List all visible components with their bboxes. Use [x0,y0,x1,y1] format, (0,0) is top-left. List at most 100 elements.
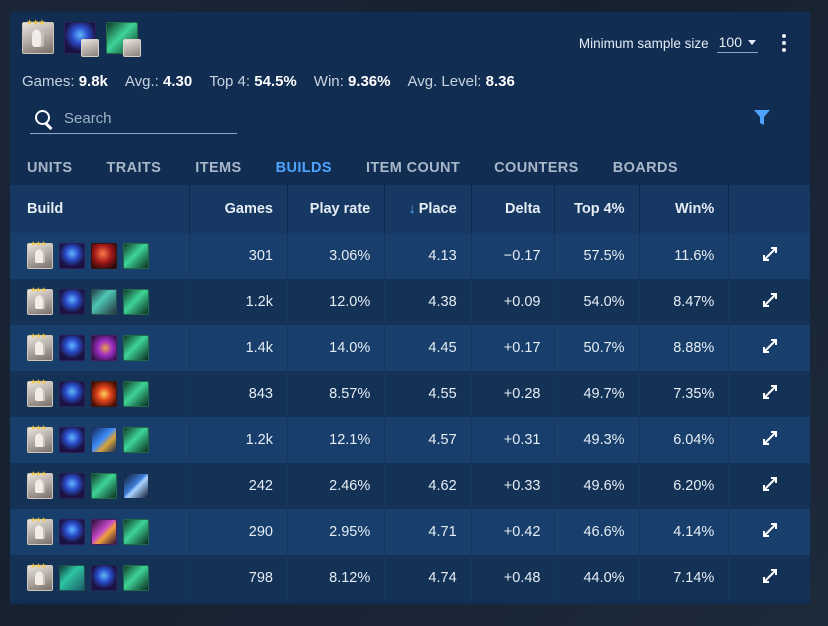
table-row[interactable]: ★★★ 301 3.06% 4.13 −0.17 57.5% 11.6% [10,233,810,279]
caret-down-icon [748,39,756,45]
stat-label: Avg. Level: [407,73,482,90]
cell-games: 1.2k [189,279,288,325]
cell-top4: 57.5% [554,233,640,279]
unit-portrait-icon[interactable]: ★★★ [27,287,53,315]
unit-portrait-icon[interactable]: ★★★ [27,425,53,453]
cell-win: 4.14% [639,509,730,555]
wand-item-icon[interactable] [91,519,117,545]
cell-delta: +0.31 [471,417,556,463]
fire-item-icon[interactable] [91,381,117,407]
search-box [30,104,237,134]
stat-label: Win: [313,73,344,90]
build-cell: ★★★ [10,325,191,371]
unit-portrait-icon[interactable]: ★★★ [27,379,53,407]
unit-portrait-icon[interactable]: ★★★ [27,563,53,591]
expand-cell [728,233,810,279]
col-place-label: Place [418,201,457,217]
orb-item-icon[interactable] [59,519,85,545]
expand-icon[interactable] [762,246,778,262]
tab-boards[interactable]: BOARDS [612,160,678,176]
search-icon [34,109,54,129]
green-item-icon[interactable] [123,243,149,269]
tab-traits[interactable]: TRAITS [106,160,162,176]
green-item-icon[interactable] [106,22,141,57]
green-item-icon[interactable] [123,565,149,591]
teal-item-icon[interactable] [91,289,117,315]
green-item-icon[interactable] [123,519,149,545]
expand-icon[interactable] [762,338,778,354]
tab-bar: UNITS TRAITS ITEMS BUILDS ITEM COUNT COUNTERS… [10,150,695,188]
green-item-icon[interactable] [123,335,149,361]
orb-item-icon[interactable] [64,22,99,57]
cell-win: 11.6% [639,233,730,279]
expand-cell [728,509,810,555]
cell-place: 4.45 [384,325,472,371]
unit-portrait-icon[interactable]: ★★★ [22,19,54,54]
green-item-icon[interactable] [123,381,149,407]
orb-item-icon[interactable] [59,335,85,361]
three-star-icon: ★★★ [30,517,47,524]
table-row[interactable]: ★★★ 242 2.46% 4.62 +0.33 49.6% 6.20% [10,463,810,509]
orb-item-icon[interactable] [59,427,85,453]
tab-item-count[interactable]: ITEM COUNT [365,160,461,176]
cell-top4: 49.7% [554,371,640,417]
header-icons: ★★★ [22,19,141,57]
expand-icon[interactable] [762,568,778,584]
cell-play-rate: 12.1% [287,417,386,463]
unit-portrait-icon[interactable]: ★★★ [27,333,53,361]
orb-item-icon[interactable] [59,243,85,269]
expand-icon[interactable] [762,292,778,308]
orb-item-icon[interactable] [59,289,85,315]
col-place[interactable]: ↓ Place [384,185,472,233]
wave-item-icon[interactable] [123,473,149,499]
purple-item-icon[interactable] [91,335,117,361]
tab-builds[interactable]: BUILDS [258,150,349,188]
col-build[interactable]: Build [10,185,191,233]
table-row[interactable]: ★★★ 798 8.12% 4.74 +0.48 44.0% 7.14% [10,555,810,601]
expand-cell [728,463,810,509]
expand-icon[interactable] [762,430,778,446]
orb-item-icon[interactable] [91,565,117,591]
table-row[interactable]: ★★★ 1.4k 14.0% 4.45 +0.17 50.7% 8.88% [10,325,810,371]
table-row[interactable]: ★★★ 290 2.95% 4.71 +0.42 46.6% 4.14% [10,509,810,555]
table-row[interactable]: ★★★ 1.2k 12.1% 4.57 +0.31 49.3% 6.04% [10,417,810,463]
search-input[interactable] [62,109,226,128]
expand-icon[interactable] [762,476,778,492]
col-games[interactable]: Games [189,185,288,233]
three-star-icon: ★★★ [30,563,47,570]
cell-place: 4.38 [384,279,472,325]
three-star-icon: ★★★ [30,333,47,340]
tab-items[interactable]: ITEMS [195,160,242,176]
build-cell: ★★★ [10,417,191,463]
green-item-icon[interactable] [123,289,149,315]
stat-label: Games: [22,73,75,90]
tab-counters[interactable]: COUNTERS [494,160,579,176]
red-item-icon[interactable] [91,243,117,269]
table-row[interactable]: ★★★ 1.2k 12.0% 4.38 +0.09 54.0% 8.47% [10,279,810,325]
expand-icon[interactable] [762,384,778,400]
serpent-item-icon[interactable] [59,565,85,591]
col-play-rate[interactable]: Play rate [287,185,386,233]
unit-portrait-icon[interactable]: ★★★ [27,241,53,269]
green-item-icon[interactable] [91,473,117,499]
tab-units[interactable]: UNITS [27,160,73,176]
unit-portrait-icon[interactable]: ★★★ [27,517,53,545]
cell-delta: +0.28 [471,371,556,417]
cell-play-rate: 3.06% [287,233,386,279]
cell-place: 4.71 [384,509,472,555]
unit-portrait-icon[interactable]: ★★★ [27,471,53,499]
col-delta[interactable]: Delta [471,185,556,233]
orb-item-icon[interactable] [59,473,85,499]
mini-unit-icon [81,39,99,57]
expand-icon[interactable] [762,522,778,538]
orb-item-icon[interactable] [59,381,85,407]
cell-play-rate: 8.12% [287,555,386,601]
more-options-icon[interactable] [782,34,786,52]
col-win[interactable]: Win% [639,185,730,233]
table-row[interactable]: ★★★ 843 8.57% 4.55 +0.28 49.7% 7.35% [10,371,810,417]
blue-item-icon[interactable] [91,427,117,453]
filter-icon[interactable] [754,110,770,126]
col-top4[interactable]: Top 4% [554,185,640,233]
min-sample-select[interactable]: 100 [716,34,758,53]
green-item-icon[interactable] [123,427,149,453]
